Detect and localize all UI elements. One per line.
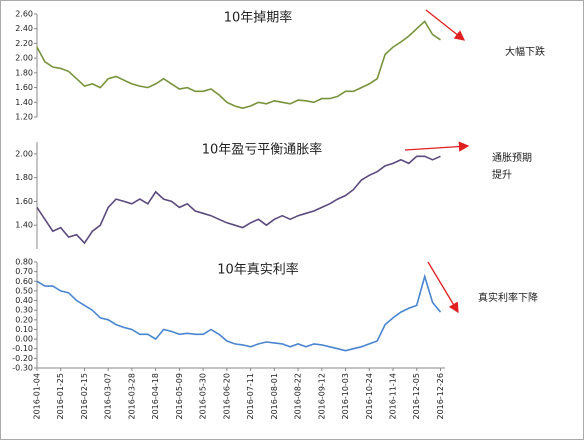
arrow (425, 9, 466, 41)
x-tick-label: 2016-10-24 (365, 373, 374, 420)
arrow (404, 141, 470, 152)
x-tick-label: 2016-05-09 (175, 373, 184, 420)
x-tick-label: 2016-10-03 (341, 373, 350, 420)
y-tick-label: 1.60 (15, 83, 33, 92)
line (36, 273, 442, 352)
x-tick-label: 2016-05-30 (199, 373, 208, 420)
x-tick-label: 2016-06-20 (222, 373, 231, 420)
y-tick-label: 1.40 (15, 98, 33, 107)
y-tick-label: 2.00 (15, 149, 33, 158)
y-tick-label: 0.70 (15, 267, 33, 276)
y-tick-label: 1.60 (15, 197, 33, 206)
y-tick-label: 0.60 (15, 277, 33, 286)
x-tick-label: 2016-08-22 (294, 373, 303, 420)
y-tick-label: 0.30 (15, 306, 33, 315)
y-tick-label: 0.20 (15, 315, 33, 324)
y-tick-label: 2.40 (15, 24, 33, 33)
x-tick-label: 2016-09-12 (317, 373, 326, 420)
annotation: 通胀预期 (492, 152, 532, 164)
y-tick-label: 1.40 (15, 221, 33, 230)
chart-title: 10年盈亏平衡通胀率 (202, 142, 323, 158)
x-tick-label: 2016-03-07 (104, 373, 113, 420)
annotation: 大幅下跌 (505, 45, 545, 58)
x-tick-label: 2016-02-15 (80, 373, 89, 420)
x-tick-label: 2016-07-11 (246, 373, 255, 420)
y-tick-label: 1.80 (15, 68, 33, 77)
x-tick-label: 2016-12-26 (436, 373, 445, 420)
annotation: 真实利率下降 (478, 291, 538, 304)
y-tick-label: -0.20 (12, 354, 33, 363)
y-tick-label: 0.40 (15, 296, 33, 305)
annotation: 提升 (492, 169, 512, 181)
x-tick-label: 2016-11-14 (389, 373, 398, 420)
x-tick-label: 2016-01-25 (56, 373, 65, 420)
chart-title: 10年真实利率 (217, 262, 299, 278)
x-tick-label: 2016-01-04 (33, 373, 42, 420)
y-tick-label: 0.00 (15, 335, 33, 344)
y-tick-label: 0.80 (15, 258, 33, 267)
y-tick-label: 2.60 (15, 10, 33, 19)
y-tick-label: 2.20 (15, 39, 33, 48)
y-tick-label: 0.10 (15, 325, 33, 334)
y-tick-label: -0.10 (12, 344, 33, 353)
y-tick-label: 1.80 (15, 173, 33, 182)
y-tick-label: 2.00 (15, 54, 33, 63)
chart-title: 10年掉期率 (224, 10, 293, 26)
y-tick-label: 1.20 (15, 113, 33, 122)
arrow (427, 261, 459, 314)
x-tick-label: 2016-08-01 (270, 373, 279, 420)
x-tick-label: 2016-12-05 (412, 373, 421, 420)
y-tick-label: 0.50 (15, 286, 33, 295)
line (36, 155, 441, 245)
y-tick-label: -0.30 (12, 364, 33, 373)
x-tick-label: 2016-04-18 (151, 373, 160, 420)
x-tick-label: 2016-03-28 (127, 373, 136, 420)
line (36, 20, 441, 110)
